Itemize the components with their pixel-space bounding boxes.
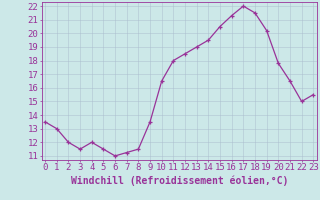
- X-axis label: Windchill (Refroidissement éolien,°C): Windchill (Refroidissement éolien,°C): [70, 175, 288, 186]
